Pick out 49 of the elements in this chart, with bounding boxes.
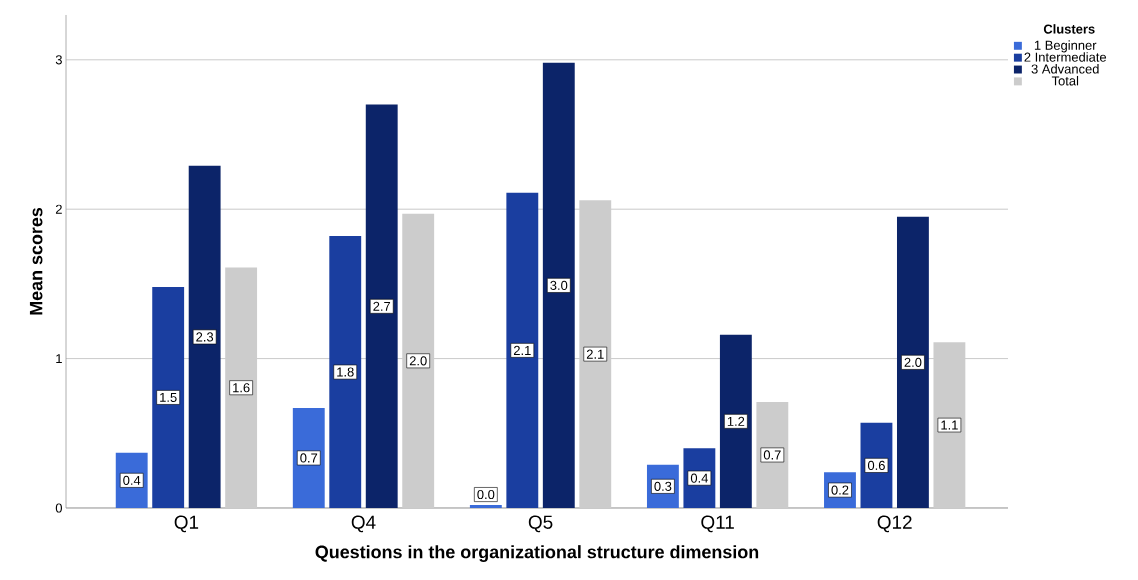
bar	[188, 165, 221, 508]
legend-title: Clusters	[1043, 24, 1095, 34]
bar	[365, 104, 398, 508]
x-tick-label: Q12	[877, 515, 912, 533]
data-label: 0.2	[831, 485, 849, 495]
legend-label: Total	[1051, 75, 1079, 86]
data-label: 1.2	[727, 416, 745, 426]
data-label: 0.7	[300, 453, 318, 463]
legend-label: 1 Beginner	[1034, 40, 1097, 53]
data-label: 1.1	[941, 420, 958, 430]
data-label: 0.3	[654, 481, 672, 491]
data-label: 3.0	[550, 280, 568, 290]
bar	[896, 216, 929, 508]
data-label: 2.1	[513, 345, 531, 355]
data-label: 2.7	[373, 301, 391, 311]
bar	[469, 505, 502, 508]
data-label: 1.5	[160, 392, 177, 402]
x-tick-label: Q1	[174, 515, 199, 533]
data-label: 0.4	[690, 473, 709, 483]
data-label: 1.6	[233, 383, 250, 393]
bar	[329, 236, 362, 508]
x-tick-label: Q11	[701, 515, 734, 533]
y-axis-title: Mean scores	[29, 207, 43, 315]
y-tick-label: 1	[56, 354, 62, 364]
y-tick-label: 3	[55, 55, 62, 65]
data-label: 0.0	[477, 489, 495, 500]
x-axis-title: Questions in the organizational structure dimension	[315, 545, 759, 562]
legend-label: 2 Intermediate	[1024, 52, 1107, 62]
bar	[542, 62, 575, 508]
data-label: 2.0	[904, 357, 922, 367]
bar	[719, 334, 752, 508]
y-tick-label: 0	[55, 503, 62, 513]
data-label: 1.8	[337, 367, 354, 377]
y-tick-label: 2	[55, 204, 62, 214]
bar	[579, 200, 612, 508]
bar	[402, 213, 435, 508]
bar	[933, 342, 966, 508]
data-label: 0.4	[123, 475, 141, 485]
data-label: 2.3	[196, 332, 214, 342]
x-tick-label: Q4	[351, 515, 376, 533]
data-label: 0.6	[867, 460, 885, 470]
bar	[225, 267, 258, 508]
data-label: 2.0	[409, 356, 427, 366]
bar	[152, 286, 185, 508]
legend-label: 3 Advanced	[1031, 64, 1099, 74]
bar	[506, 192, 539, 508]
x-tick-label: Q5	[528, 515, 553, 533]
data-label: 0.7	[763, 450, 781, 460]
data-label: 2.1	[586, 349, 604, 359]
